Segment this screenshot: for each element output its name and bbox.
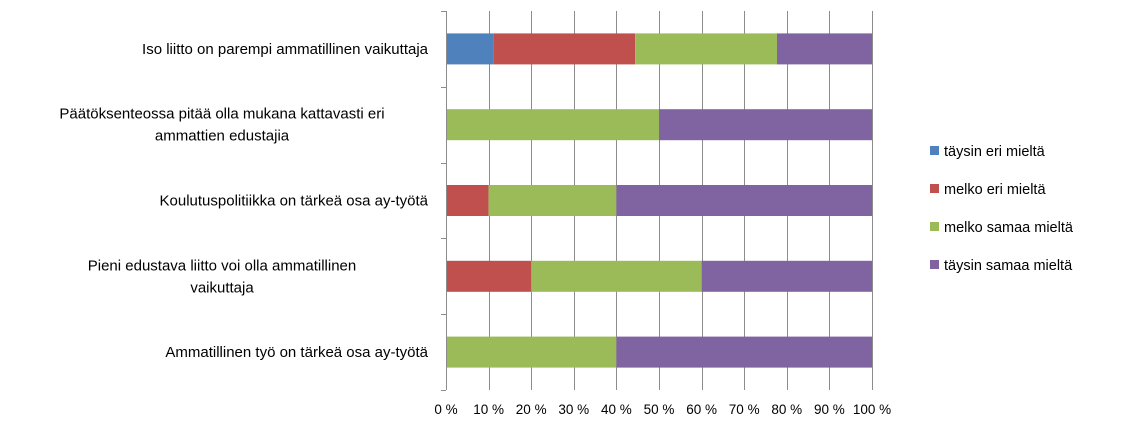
bars — [446, 33, 872, 368]
bar-segment — [446, 260, 532, 292]
bar-segment — [446, 336, 617, 368]
bar-segment — [701, 260, 872, 292]
x-tick-label: 20 % — [516, 402, 547, 417]
legend-swatch — [930, 184, 939, 193]
bar-segment — [488, 185, 617, 216]
x-tick-label: 80 % — [771, 402, 802, 417]
legend-label: täysin eri mieltä — [944, 144, 1046, 160]
category-label: Iso liitto on parempi ammatillinen vaiku… — [142, 41, 429, 58]
bar-segment — [493, 33, 636, 65]
x-tick-label: 70 % — [729, 402, 760, 417]
bar-segment — [446, 109, 659, 141]
category-label: Pieni edustava liitto voi olla ammatilli… — [88, 257, 356, 296]
legend-swatch — [930, 146, 939, 155]
x-tick-label: 40 % — [601, 402, 632, 417]
x-tick-label: 30 % — [558, 402, 589, 417]
bar-segment — [635, 33, 778, 65]
bar-segment — [777, 33, 872, 65]
bar-segment — [616, 185, 872, 216]
bar-segment — [446, 185, 489, 216]
x-tick-label: 10 % — [473, 402, 504, 417]
x-tick-label: 60 % — [686, 402, 717, 417]
x-tick-label: 50 % — [644, 402, 675, 417]
x-tick-labels: 0 % 10 % 20 % 30 % 40 % 50 % 60 % 70 % 80 % 90 % 1… — [434, 402, 891, 417]
axes — [441, 11, 447, 391]
x-tick-label: 100 % — [853, 402, 891, 417]
legend-label: melko samaa mieltä — [944, 220, 1074, 236]
bar-segment — [531, 260, 702, 292]
category-label: Päätöksenteossa pitää olla mukana kattav… — [59, 106, 384, 145]
legend: täysin eri mieltä melko eri mieltä melko s… — [930, 144, 1074, 274]
category-label: Ammatillinen työ on tärkeä osa ay-työtä — [165, 344, 428, 361]
x-tick-label: 90 % — [814, 402, 845, 417]
legend-swatch — [930, 260, 939, 269]
legend-label: melko eri mieltä — [944, 182, 1046, 198]
legend-swatch — [930, 222, 939, 231]
category-labels: Iso liitto on parempi ammatillinen vaiku… — [59, 41, 428, 361]
category-label: Koulutuspolitiikka on tärkeä osa ay-työt… — [160, 193, 429, 210]
legend-label: täysin samaa mieltä — [944, 258, 1073, 274]
bar-segment — [659, 109, 872, 141]
bar-segment — [616, 336, 872, 368]
bar-segment — [446, 33, 494, 65]
x-tick-label: 0 % — [434, 402, 457, 417]
